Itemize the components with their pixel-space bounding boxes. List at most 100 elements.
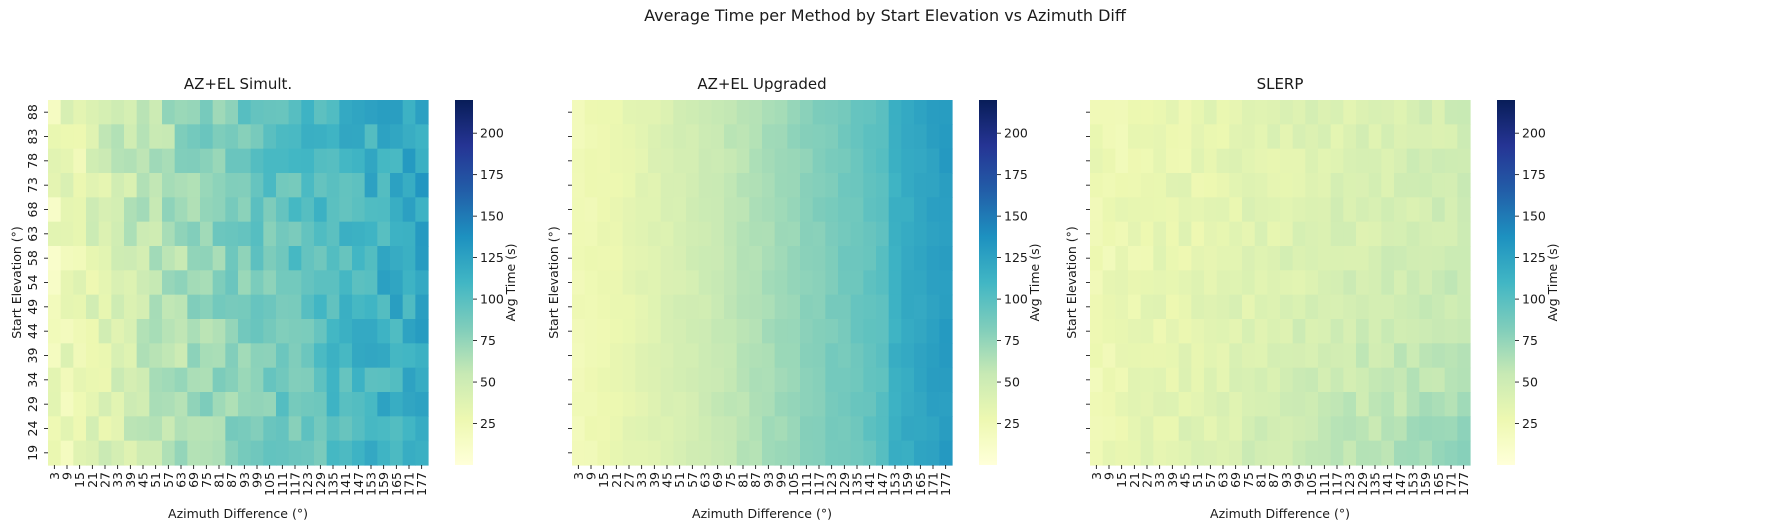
- heatmap-cell: [572, 148, 586, 174]
- heatmap-cell: [673, 148, 687, 174]
- heatmap-cell: [850, 440, 864, 466]
- heatmap-cell: [250, 100, 264, 125]
- heatmap-cell: [1432, 367, 1446, 393]
- heatmap-cell: [1102, 367, 1116, 393]
- heatmap-cell: [326, 270, 340, 296]
- heatmap-cell: [635, 294, 649, 320]
- heatmap-cell: [1090, 148, 1104, 174]
- heatmap-cell: [901, 270, 915, 296]
- heatmap-cell: [1432, 319, 1446, 344]
- heatmap-cell: [415, 148, 429, 174]
- heatmap-cell: [926, 294, 940, 320]
- y-tick-label: 34: [25, 372, 40, 388]
- heatmap-cell: [314, 440, 328, 466]
- heatmap-cell: [174, 124, 188, 150]
- heatmap-cell: [136, 270, 150, 296]
- heatmap-cell: [888, 270, 902, 296]
- heatmap-cell: [660, 319, 674, 344]
- heatmap-cell: [339, 124, 353, 150]
- heatmap-cell: [1128, 221, 1142, 247]
- heatmap-cell: [698, 440, 712, 466]
- heatmap-cell: [60, 343, 74, 369]
- heatmap-cell: [610, 367, 624, 393]
- heatmap-cell: [698, 270, 712, 296]
- x-tick-label: 123: [300, 472, 315, 496]
- heatmap-cell: [1128, 246, 1142, 271]
- heatmap-cell: [1191, 343, 1205, 369]
- heatmap-cell: [1368, 100, 1382, 125]
- heatmap-cell: [698, 392, 712, 417]
- heatmap-cell: [1406, 148, 1420, 174]
- heatmap-cell: [1381, 343, 1395, 369]
- heatmap-cell: [1419, 124, 1433, 150]
- heatmap-cell: [863, 197, 877, 223]
- heatmap-cell: [736, 392, 750, 417]
- heatmap-cell: [825, 246, 839, 271]
- heatmap-cell: [1305, 294, 1319, 320]
- heatmap-cell: [926, 270, 940, 296]
- heatmap-cell: [1330, 416, 1344, 442]
- heatmap-cell: [352, 173, 366, 198]
- heatmap-cell: [1444, 294, 1458, 320]
- heatmap-cell: [939, 246, 953, 271]
- figure-title: Average Time per Method by Start Elevati…: [644, 6, 1127, 25]
- heatmap-cell: [124, 173, 138, 198]
- heatmap-cell: [187, 392, 201, 417]
- heatmap-cell: [1254, 392, 1268, 417]
- heatmap-cell: [762, 124, 776, 150]
- heatmap-cell: [1356, 416, 1370, 442]
- heatmap-cell: [326, 367, 340, 393]
- heatmap-cell: [377, 197, 391, 223]
- heatmap-cell: [390, 367, 404, 393]
- heatmap-cell: [1191, 270, 1205, 296]
- heatmap-cell: [1394, 221, 1408, 247]
- heatmap-cell: [288, 270, 302, 296]
- y-tick-label: 88: [25, 104, 40, 120]
- heatmap-cell: [60, 319, 74, 344]
- heatmap-cell: [390, 246, 404, 271]
- heatmap-cell: [225, 343, 239, 369]
- heatmap-cell: [1330, 294, 1344, 320]
- heatmap-cell: [187, 221, 201, 247]
- heatmap-cell: [749, 392, 763, 417]
- heatmap-cell: [1140, 100, 1154, 125]
- heatmap-cell: [276, 367, 290, 393]
- heatmap-cell: [1381, 440, 1395, 466]
- heatmap-cell: [800, 148, 814, 174]
- heatmap-cell: [364, 440, 378, 466]
- heatmap-cell: [1254, 124, 1268, 150]
- y-tick-label: 58: [25, 250, 40, 266]
- heatmap-cell: [1394, 270, 1408, 296]
- heatmap-cell: [73, 270, 87, 296]
- heatmap-cell: [1356, 197, 1370, 223]
- heatmap-cell: [584, 221, 598, 247]
- heatmap-cell: [339, 173, 353, 198]
- heatmap-cell: [572, 392, 586, 417]
- heatmap-cell: [1356, 100, 1370, 125]
- x-tick-label: 159: [1418, 472, 1433, 496]
- heatmap-cell: [597, 246, 611, 271]
- heatmap-cell: [825, 367, 839, 393]
- heatmap-cell: [698, 319, 712, 344]
- heatmap-cell: [98, 148, 112, 174]
- heatmap-cell: [736, 100, 750, 125]
- heatmap-cell: [73, 319, 87, 344]
- heatmap-cell: [1419, 221, 1433, 247]
- heatmap-cell: [901, 294, 915, 320]
- heatmap-cell: [572, 124, 586, 150]
- heatmap-cell: [1432, 124, 1446, 150]
- heatmap-cell: [610, 197, 624, 223]
- heatmap-cell: [914, 197, 928, 223]
- heatmap-cell: [212, 440, 226, 466]
- heatmap-cell: [711, 221, 725, 247]
- heatmap-cell: [1204, 148, 1218, 174]
- heatmap-cell: [698, 416, 712, 442]
- heatmap-cell: [863, 124, 877, 150]
- heatmap-cell: [352, 343, 366, 369]
- heatmap-cell: [124, 319, 138, 344]
- heatmap-cell: [326, 294, 340, 320]
- heatmap-cell: [1394, 100, 1408, 125]
- heatmap-cell: [1191, 148, 1205, 174]
- y-tick-label: 78: [25, 153, 40, 169]
- heatmap-cell: [660, 416, 674, 442]
